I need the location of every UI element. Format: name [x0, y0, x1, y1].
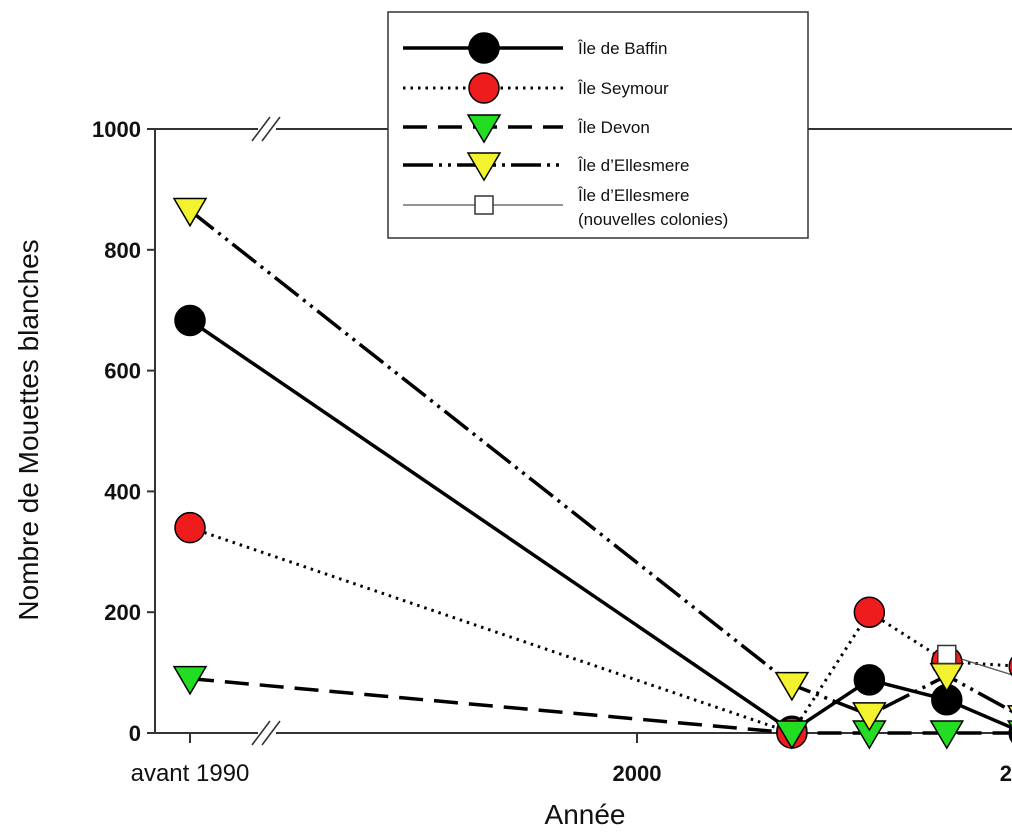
legend-marker [468, 32, 500, 64]
legend-label: Île Seymour [577, 79, 669, 98]
data-point [172, 665, 208, 696]
legend: Île de Baffin Île Seymour Île Devon Île d’E… [387, 11, 809, 239]
x-axis-title: Année [545, 799, 626, 830]
data-point [774, 720, 810, 750]
series-4-line [946, 653, 1012, 676]
series-0-line [189, 319, 1012, 734]
y-tick-label: 200 [104, 600, 141, 625]
data-point [174, 304, 206, 337]
y-tick-label: 400 [104, 479, 141, 504]
data-point [853, 596, 886, 628]
data-point [1008, 723, 1012, 743]
y-tick-label: 600 [104, 359, 141, 384]
y-tick-label: 800 [104, 238, 141, 263]
axis-break-mark [251, 116, 271, 142]
data-point [174, 511, 206, 544]
legend-marker [474, 195, 494, 215]
series-line [946, 653, 1012, 676]
axis-break-gap [258, 125, 276, 133]
y-tick-label: 1000 [92, 117, 141, 142]
legend-marker [466, 152, 502, 182]
x-tick-label: 2000 [613, 761, 662, 786]
axis-break-mark [261, 720, 281, 746]
series-1-line [189, 526, 1012, 735]
series-line [188, 209, 1012, 717]
series-line [189, 526, 1012, 735]
series-1-markers [174, 511, 1012, 749]
data-point [1008, 656, 1012, 677]
series-4-markers [937, 644, 957, 665]
x-tick-label: 2005 [1000, 761, 1012, 786]
data-point [929, 720, 965, 750]
data-point [929, 662, 965, 693]
axis-break-mark [251, 720, 271, 746]
legend-label: Île d’Ellesmere [577, 186, 690, 205]
y-axis-title: Nombre de Mouettes blanches [13, 239, 44, 620]
legend-label: Île Devon [577, 118, 650, 137]
x-tick-label: avant 1990 [131, 760, 250, 787]
legend-marker [466, 114, 502, 144]
series-2-markers [172, 665, 1012, 750]
data-point [1006, 705, 1012, 714]
legend-marker [468, 72, 500, 104]
data-point [937, 644, 957, 665]
data-point [852, 702, 887, 732]
data-point [172, 197, 208, 228]
series-3-markers [172, 197, 1012, 732]
data-point [1006, 720, 1012, 729]
data-point [853, 664, 886, 696]
axis-break-mark [261, 116, 281, 142]
series-3-line [188, 209, 1012, 717]
legend-label: Île d’Ellesmere [577, 156, 690, 175]
legend-label: Île de Baffin [577, 39, 667, 58]
series-layer [172, 197, 1012, 750]
series-line [189, 319, 1012, 734]
legend-label: (nouvelles colonies) [578, 210, 728, 229]
data-point [774, 671, 810, 702]
axis-break-gap [258, 729, 276, 737]
y-tick-label: 0 [129, 721, 141, 746]
